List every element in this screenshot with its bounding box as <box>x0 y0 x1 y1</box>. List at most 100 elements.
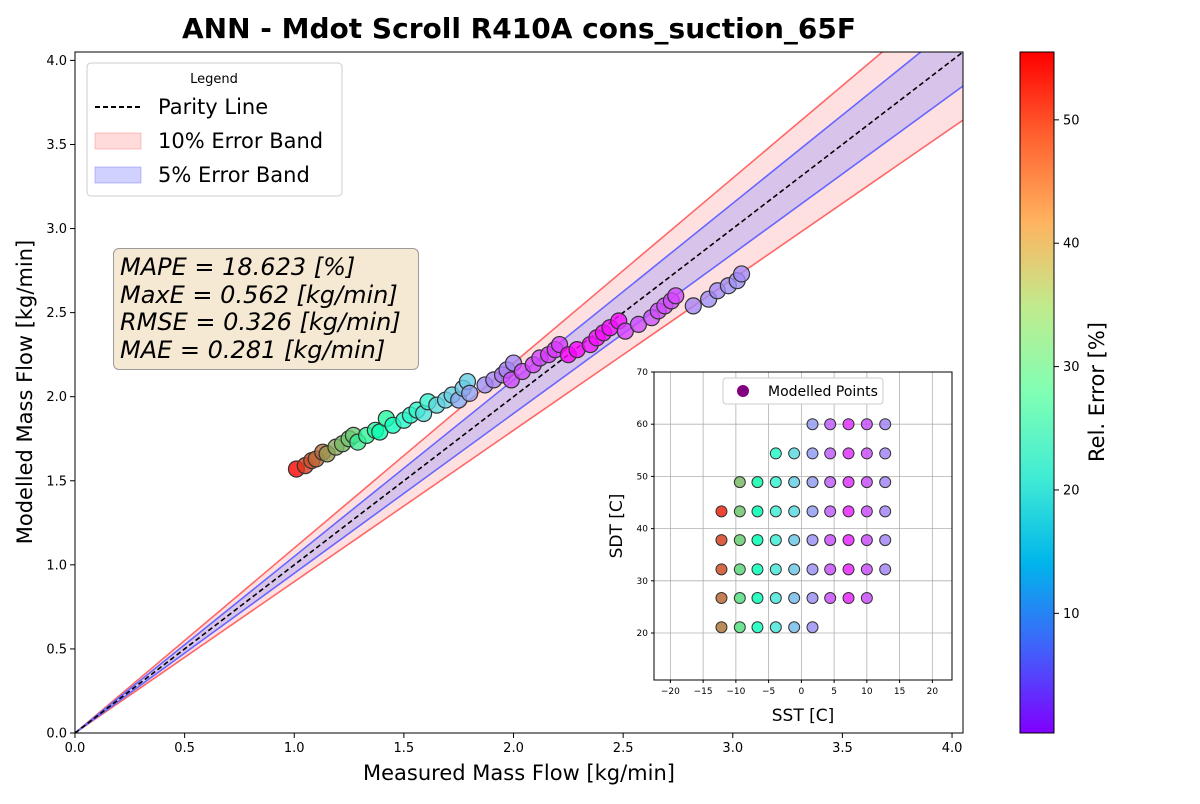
colorbar-tick-label: 20 <box>1063 483 1080 498</box>
x-tick-label: 0.0 <box>65 741 86 756</box>
inset-point <box>751 563 764 576</box>
y-tick-label: 3.0 <box>46 222 67 237</box>
inset-x-tick-label: 5 <box>831 687 837 697</box>
colorbar-label: Rel. Error [%] <box>1085 322 1109 462</box>
inset-point <box>733 476 746 489</box>
inset-point <box>879 476 892 489</box>
inset-point <box>879 505 892 518</box>
inset-point <box>842 418 855 431</box>
inset-point <box>879 418 892 431</box>
inset-point <box>769 447 782 460</box>
main-plot-clip <box>75 52 963 733</box>
inset-point <box>824 418 837 431</box>
inset-point <box>879 563 892 576</box>
inset-point <box>824 447 837 460</box>
inset-y-tick-label: 40 <box>637 525 649 535</box>
legend-band10-swatch <box>94 132 142 150</box>
inset-background <box>654 372 952 680</box>
x-tick-label: 0.5 <box>174 741 195 756</box>
inset-point <box>751 534 764 547</box>
inset-point <box>715 534 728 547</box>
inset-point <box>715 592 728 605</box>
stats-text: MAPE = 18.623 [%] MaxE = 0.562 [kg/min] … <box>120 253 401 364</box>
inset-x-tick-label: 10 <box>861 687 873 697</box>
inset-point <box>806 534 819 547</box>
x-tick-label: 3.5 <box>832 741 853 756</box>
inset-point <box>860 476 873 489</box>
x-tick-label: 1.5 <box>394 741 415 756</box>
data-point <box>667 287 685 305</box>
band-10-lower-line <box>75 119 963 733</box>
x-axis-label: Measured Mass Flow [kg/min] <box>363 761 675 785</box>
inset-point <box>733 592 746 605</box>
y-tick-label: 4.0 <box>46 54 67 69</box>
inset-point <box>806 476 819 489</box>
x-tick-label: 2.0 <box>503 741 524 756</box>
inset-point <box>806 563 819 576</box>
inset-point <box>806 505 819 518</box>
inset-legend-frame <box>722 377 884 405</box>
inset-x-tick-label: −5 <box>762 687 775 697</box>
y-tick-label: 2.0 <box>46 390 67 405</box>
inset-point <box>751 592 764 605</box>
inset-x-tick-label: −20 <box>661 687 680 697</box>
chart-title: ANN - Mdot Scroll R410A cons_suction_65F <box>182 12 856 45</box>
inset-point <box>806 621 819 634</box>
stats-maxe: MaxE = 0.562 [kg/min] <box>120 280 398 309</box>
inset-point <box>733 534 746 547</box>
colorbar-tick-label: 10 <box>1063 607 1080 622</box>
main-plot-area: 0.0 0.5 1.0 1.5 2.0 2.5 3.0 3.5 4.0 0.0 0.5 1.0 1.5 2… <box>46 51 964 756</box>
inset-point <box>751 505 764 518</box>
inset-point <box>788 505 801 518</box>
colorbar-ticks: 10 20 30 40 50 <box>1054 113 1080 622</box>
inset-point <box>860 505 873 518</box>
inset-point <box>842 505 855 518</box>
error-band-5 <box>75 52 963 733</box>
x-tick-label: 4.0 <box>942 741 963 756</box>
stats-box <box>113 248 419 370</box>
inset-point <box>769 505 782 518</box>
inset-point <box>824 505 837 518</box>
inset-point <box>824 534 837 547</box>
inset-point <box>788 621 801 634</box>
inset-point <box>715 621 728 634</box>
inset-point <box>806 418 819 431</box>
inset-point <box>860 592 873 605</box>
inset-y-tick-label: 60 <box>637 420 649 430</box>
parity-line <box>75 52 963 733</box>
stats-mape: MAPE = 18.623 [%] <box>120 253 356 281</box>
inset-point <box>751 476 764 489</box>
inset-point <box>769 563 782 576</box>
inset-point <box>769 534 782 547</box>
inset-point <box>733 621 746 634</box>
inset-y-tick-label: 30 <box>637 577 649 587</box>
band-5-lower-line <box>75 85 963 733</box>
y-tick-label: 3.5 <box>46 138 67 153</box>
inset-point <box>788 447 801 460</box>
inset-y-tick-label: 20 <box>637 629 649 639</box>
inset-point <box>860 447 873 460</box>
colorbar-tick-label: 40 <box>1063 237 1080 252</box>
legend: Legend Parity Line 10% Error Band 5% Err… <box>86 62 343 197</box>
inset-point <box>842 447 855 460</box>
colorbar-gradient <box>1019 51 1055 734</box>
legend-band10-label: 10% Error Band <box>158 129 323 153</box>
inset-point <box>788 592 801 605</box>
y-axis-label: Modelled Mass Flow [kg/min] <box>13 240 37 545</box>
x-tick-label: 2.5 <box>613 741 634 756</box>
inset-point <box>806 447 819 460</box>
legend-band5-swatch <box>94 166 142 184</box>
stats-mae: MAE = 0.281 [kg/min] <box>120 335 386 364</box>
y-tick-label: 1.5 <box>46 474 67 489</box>
y-tick-label: 0.5 <box>46 642 67 657</box>
inset-point <box>842 476 855 489</box>
inset-point <box>788 476 801 489</box>
inset-point <box>824 563 837 576</box>
inset-point <box>842 592 855 605</box>
inset-point <box>879 447 892 460</box>
inset-point <box>842 534 855 547</box>
inset-x-tick-label: 15 <box>894 687 905 697</box>
inset-legend-label: Modelled Points <box>768 384 878 400</box>
inset-point <box>879 534 892 547</box>
inset-point <box>769 621 782 634</box>
